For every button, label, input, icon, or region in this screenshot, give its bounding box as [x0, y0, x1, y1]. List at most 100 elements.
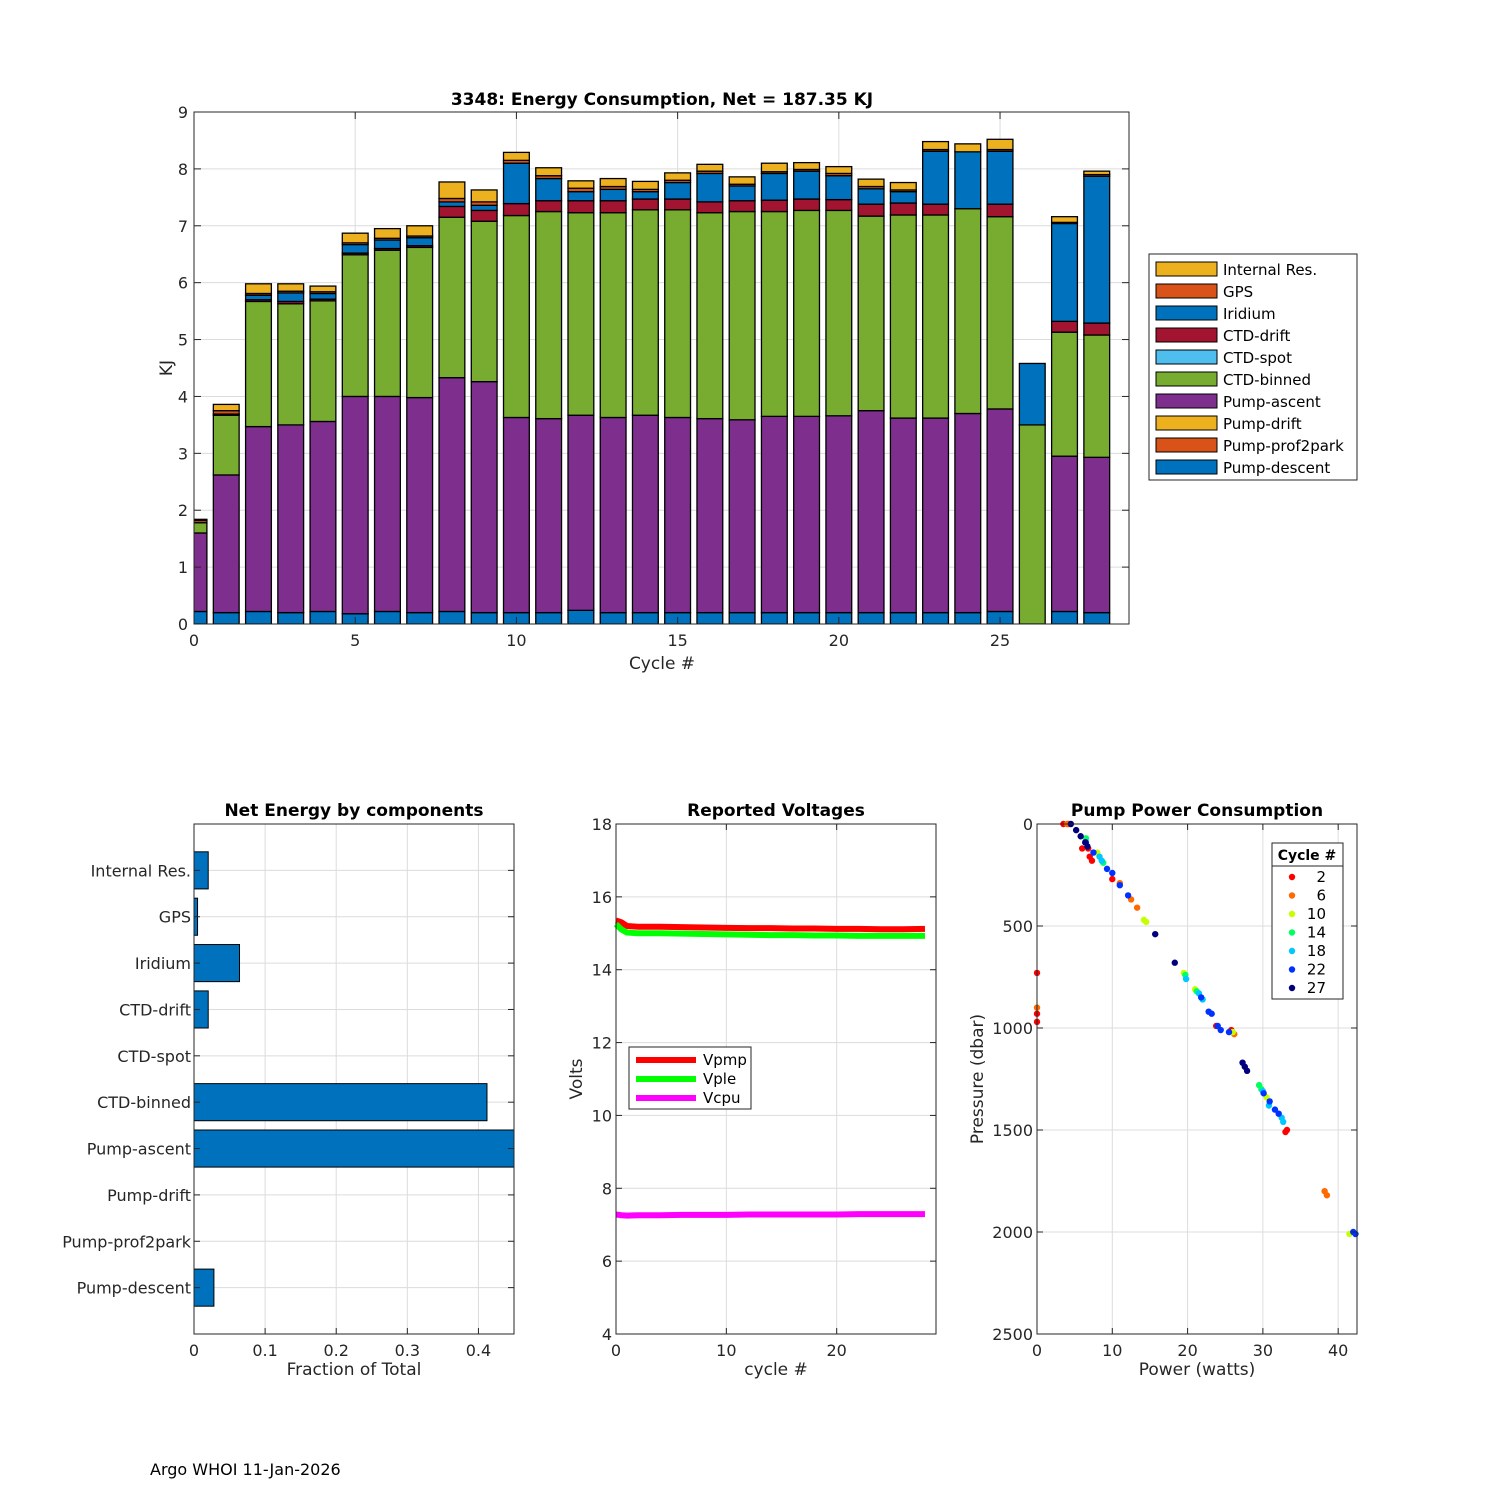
bar-segment-ctd-binned — [664, 209, 692, 419]
bar-segment-iridium — [696, 172, 724, 203]
scatter-point-cycle-22 — [1124, 892, 1132, 899]
ax2-xtick-label: 0.2 — [323, 1341, 348, 1360]
bar-segment-pump-descent — [696, 611, 724, 624]
bar-segment-internal-res- — [696, 163, 724, 172]
bar-segment-ctd-drift — [889, 202, 917, 216]
bar-segment-pump-descent — [857, 611, 885, 624]
pump-power-consumption-chart: 0 10 20 30 40 0 500 1000 1500 2000 2500 Pump Power… — [968, 801, 1359, 1380]
bar-segment-iridium — [728, 185, 756, 202]
ax1-ytick-label: 3 — [178, 444, 188, 463]
bar-segment-pump-descent — [277, 611, 305, 624]
component-bar — [194, 990, 209, 1029]
bar-segment-iridium — [438, 201, 466, 208]
ax1-ytick-label: 6 — [178, 274, 188, 293]
bar-segment-internal-res- — [470, 189, 498, 203]
bar-segment-pump-ascent — [825, 415, 853, 614]
bar-segment-pump-descent — [599, 611, 627, 624]
legend-swatch — [1155, 261, 1218, 277]
net-energy-by-components-chart: 0 0.1 0.2 0.3 0.4 Internal Res. GPS Iridium CTD-… — [62, 801, 515, 1380]
bar-segment-ctd-binned — [309, 300, 337, 423]
bar-segment-ctd-binned — [599, 212, 627, 419]
bar-segment-ctd-drift — [825, 198, 853, 212]
legend-label: Vcpu — [703, 1089, 741, 1107]
ax2-xtick-label: 0.3 — [395, 1341, 420, 1360]
bar-segment-iridium — [309, 292, 337, 300]
bar-segment-internal-res- — [857, 178, 885, 188]
legend-swatch — [1155, 459, 1218, 475]
ax1-xtick-label: 20 — [829, 631, 849, 650]
bar-segment-pump-descent — [793, 611, 821, 624]
legend-marker — [1288, 873, 1296, 881]
bar-segment-ctd-binned — [986, 216, 1014, 410]
legend-label: 2 — [1316, 868, 1326, 886]
bar-segment-ctd-binned — [1018, 424, 1046, 624]
legend-label: Pump-descent — [1223, 459, 1330, 477]
ax1-legend: Internal Res. GPS Iridium CTD-drift CTD-spot… — [1148, 253, 1358, 481]
scatter-point-cycle-27 — [1243, 1067, 1251, 1075]
ax2-category-label: CTD-drift — [119, 1000, 191, 1019]
bar-segment-pump-descent — [373, 610, 401, 624]
scatter-point-cycle-22 — [1197, 994, 1205, 1001]
ax3-ytick-label: 16 — [592, 888, 612, 907]
bar-segment-iridium — [535, 177, 563, 202]
bar-segment-internal-res- — [309, 285, 337, 293]
bar-segment-internal-res- — [664, 172, 692, 181]
scatter-point-cycle-27 — [1084, 843, 1091, 850]
scatter-point-cycle-2 — [1283, 1126, 1291, 1134]
ax4-ylabel: Pressure (dbar) — [968, 1014, 988, 1144]
bar-segment-pump-descent — [535, 611, 563, 624]
ax1-ytick-label: 8 — [178, 160, 188, 179]
bar-segment-ctd-drift — [535, 200, 563, 213]
bar-segment-pump-ascent — [341, 395, 369, 615]
ax3-ytick-label: 18 — [592, 815, 612, 834]
bar-segment-pump-ascent — [922, 417, 950, 614]
bar-segment-pump-ascent — [502, 416, 530, 614]
bar-segment-ctd-binned — [1050, 331, 1079, 457]
bar-segment-internal-res- — [1050, 216, 1079, 224]
bar-segment-internal-res- — [825, 165, 853, 175]
reported-voltages-chart: 0 10 20 4 6 8 10 12 14 16 18 Reported Voltages cyc… — [567, 801, 937, 1380]
bar-segment-pump-descent — [1083, 611, 1111, 624]
voltage-line-vple — [613, 922, 925, 939]
bar-segment-internal-res- — [631, 180, 659, 191]
bar-segment-ctd-drift — [1050, 320, 1079, 333]
bar-segment-iridium — [825, 175, 853, 201]
ax4-frame — [1036, 823, 1358, 1335]
bar-segment-iridium — [406, 237, 434, 247]
bar-segment-ctd-drift — [502, 202, 530, 217]
ax1-ytick-label: 1 — [178, 558, 188, 577]
bar-segment-pump-descent — [244, 610, 273, 624]
bar-segment-iridium — [954, 151, 982, 210]
ax2-xlabel: Fraction of Total — [287, 1360, 422, 1380]
legend-swatch — [1155, 305, 1218, 321]
bar-segment-pump-ascent — [599, 416, 627, 614]
ax3-ytick-label: 4 — [602, 1325, 612, 1344]
bar-segment-ctd-binned — [631, 209, 659, 416]
bar-segment-iridium — [760, 172, 788, 201]
legend-swatch — [1155, 393, 1218, 409]
legend-label: Pump-prof2park — [1223, 437, 1344, 455]
ax3-ytick-label: 6 — [602, 1252, 612, 1271]
ax2-category-label: CTD-binned — [97, 1093, 191, 1112]
ax3-title: Reported Voltages — [687, 801, 865, 821]
bar-segment-ctd-binned — [277, 303, 305, 426]
bar-segment-internal-res- — [599, 177, 627, 188]
bar-segment-ctd-binned — [793, 209, 821, 418]
ax4-ytick-label: 2500 — [992, 1325, 1033, 1344]
scatter-point-cycle-22 — [1217, 1026, 1224, 1034]
bar-segment-ctd-drift — [599, 200, 627, 214]
component-bar — [194, 1083, 488, 1122]
bar-segment-ctd-drift — [1083, 322, 1111, 336]
ax2-xtick-label: 0 — [189, 1341, 199, 1360]
bar-segment-iridium — [567, 190, 595, 202]
legend-label: 6 — [1316, 887, 1326, 905]
energy-consumption-chart: 0 5 10 15 20 25 0 1 2 3 4 5 6 7 8 9 3348: Energy Consum… — [157, 90, 1358, 674]
bar-segment-ctd-drift — [857, 203, 885, 217]
ax3-ytick-label: 8 — [602, 1179, 612, 1198]
bar-segment-ctd-binned — [1083, 334, 1111, 458]
bar-segment-ctd-binned — [535, 210, 563, 420]
bar-segment-pump-ascent — [406, 396, 434, 614]
ax2-xtick-label: 0.4 — [466, 1341, 491, 1360]
component-bar — [194, 1268, 215, 1307]
